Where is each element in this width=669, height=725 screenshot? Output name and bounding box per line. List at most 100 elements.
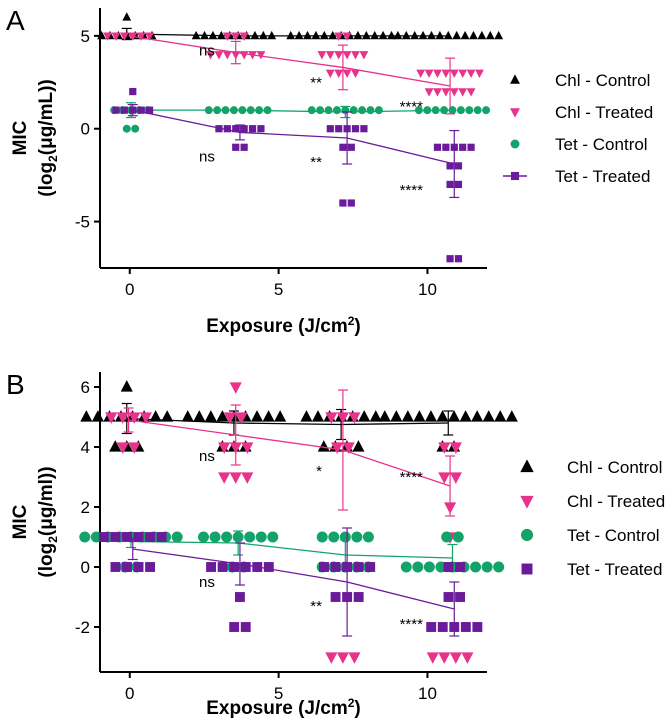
- data-point: [91, 410, 104, 422]
- data-point: [448, 410, 461, 422]
- data-point: [412, 561, 424, 573]
- mean-line: [128, 35, 451, 87]
- legend-marker: [520, 495, 534, 509]
- data-point: [469, 30, 478, 40]
- data-point: [339, 143, 347, 151]
- data-point: [331, 442, 344, 454]
- data-point: [426, 622, 437, 632]
- data-point: [307, 106, 316, 115]
- data-point: [128, 442, 141, 454]
- data-point: [223, 412, 237, 424]
- data-point: [351, 531, 363, 543]
- significance-label: *: [316, 463, 322, 480]
- data-point: [79, 531, 91, 543]
- data-point: [437, 622, 448, 632]
- data-point: [119, 32, 129, 41]
- data-point: [449, 472, 462, 484]
- y-tick-label: 0: [81, 558, 90, 577]
- data-point: [262, 410, 275, 422]
- data-point: [231, 32, 241, 41]
- y-axis-title-pre: (log: [36, 543, 57, 578]
- data-point: [112, 106, 120, 114]
- mean-line: [130, 540, 453, 559]
- data-point: [418, 30, 428, 40]
- significance-label: ns: [199, 149, 215, 166]
- data-point: [103, 32, 112, 41]
- data-point: [218, 442, 231, 454]
- data-point: [109, 440, 122, 452]
- data-point: [401, 410, 414, 422]
- data-point: [473, 106, 482, 115]
- data-point: [240, 125, 248, 133]
- legend: Chl - Control Chl - Treated Tet - Control T…: [503, 71, 653, 186]
- data-point: [366, 106, 375, 115]
- y-axis-title-line1: MIC: [10, 504, 31, 539]
- data-point: [342, 442, 355, 454]
- data-point: [353, 592, 364, 602]
- data-point: [255, 531, 267, 543]
- series-chl-treated: [105, 382, 474, 664]
- data-point: [446, 162, 454, 170]
- data-point: [206, 562, 217, 572]
- data-point: [443, 592, 454, 602]
- panel-letter: A: [6, 5, 25, 36]
- data-point: [111, 32, 121, 41]
- data-point: [334, 32, 344, 41]
- data-point: [335, 125, 343, 133]
- data-point: [317, 440, 330, 452]
- data-point: [458, 69, 468, 79]
- x-axis-title: Exposure (J/cm2): [206, 696, 361, 719]
- data-point: [222, 51, 232, 60]
- data-point: [459, 143, 467, 151]
- data-point: [136, 32, 146, 41]
- data-point: [330, 592, 341, 602]
- data-point: [120, 380, 133, 392]
- data-point: [461, 652, 474, 664]
- data-point: [446, 255, 454, 263]
- data-point: [209, 531, 221, 543]
- data-point: [361, 30, 371, 40]
- data-point: [250, 410, 264, 422]
- data-point: [303, 30, 312, 40]
- data-point: [441, 531, 453, 543]
- data-point: [223, 125, 231, 133]
- data-point: [348, 412, 361, 424]
- legend: Chl - Control Chl - Treated Tet - Control T…: [520, 458, 665, 579]
- x-axis-title-text: Exposure (J/cm: [206, 698, 348, 719]
- data-point: [232, 143, 240, 151]
- data-point: [438, 652, 451, 664]
- legend-marker: [510, 171, 520, 181]
- data-point: [433, 69, 442, 79]
- data-point: [426, 652, 439, 664]
- data-point: [133, 532, 144, 542]
- panel-letter: B: [6, 369, 25, 400]
- x-tick-label: 10: [418, 684, 437, 703]
- data-point: [424, 410, 438, 422]
- data-point: [460, 622, 471, 632]
- data-point: [460, 30, 470, 40]
- y-axis-title-post: (μg/ml)): [36, 466, 57, 536]
- y-axis-title-pre: (log: [36, 162, 57, 197]
- data-point: [204, 410, 217, 422]
- data-point: [137, 106, 145, 114]
- data-point: [470, 561, 482, 573]
- data-point: [352, 440, 365, 452]
- significance-label: **: [310, 598, 322, 615]
- series-chl-control: [97, 12, 504, 41]
- data-point: [110, 562, 121, 572]
- data-point: [133, 562, 144, 572]
- data-point: [122, 12, 132, 21]
- data-point: [128, 412, 141, 424]
- data-point: [294, 30, 304, 40]
- data-point: [267, 531, 279, 543]
- y-axis-title-line2: (log2(μg/ml)): [36, 466, 60, 577]
- data-point: [454, 255, 463, 263]
- legend-label: Chl - Treated: [567, 492, 665, 511]
- y-tick-label: -5: [75, 213, 90, 232]
- data-point: [122, 532, 132, 542]
- data-point: [171, 531, 183, 543]
- y-tick-label: 5: [81, 27, 90, 46]
- data-point: [342, 51, 352, 60]
- data-point: [129, 87, 137, 96]
